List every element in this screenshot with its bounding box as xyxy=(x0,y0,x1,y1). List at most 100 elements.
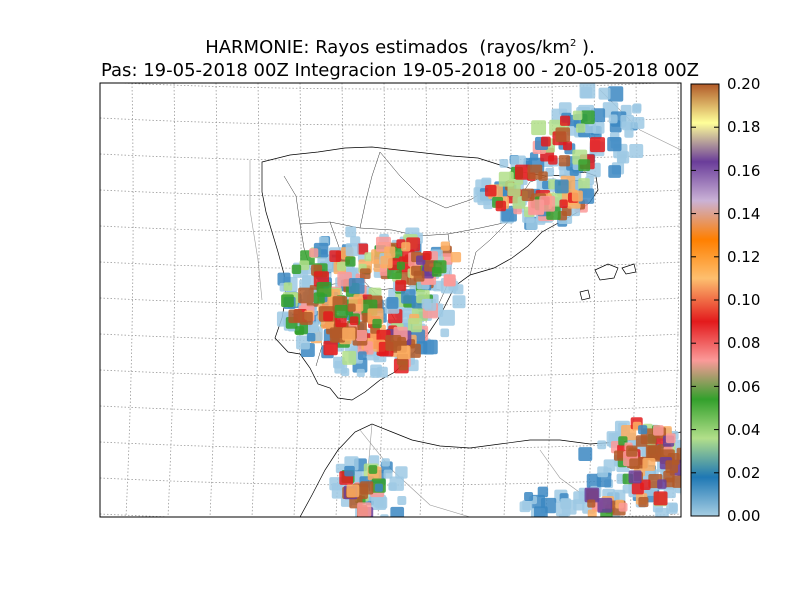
meridian-line xyxy=(209,83,218,517)
field-cell xyxy=(524,491,534,501)
field-cell xyxy=(640,479,651,490)
field-cell xyxy=(629,144,644,158)
field-cell xyxy=(376,366,388,378)
field-cell xyxy=(424,298,437,311)
field-cell xyxy=(369,455,380,466)
parallel-line xyxy=(100,369,681,378)
parallel-line xyxy=(100,189,681,198)
field-cell xyxy=(401,289,416,304)
field-cell xyxy=(443,274,456,286)
field-cell xyxy=(578,159,591,172)
field-cell xyxy=(573,499,585,511)
field-cell xyxy=(323,340,338,356)
field-cell xyxy=(555,127,571,142)
field-cell xyxy=(380,256,393,269)
meridian-line xyxy=(503,83,512,517)
field-cell xyxy=(560,498,571,509)
field-cell xyxy=(316,282,332,297)
parallel-line xyxy=(100,261,681,270)
field-cell xyxy=(288,309,303,324)
field-cell xyxy=(485,184,497,197)
field-cell xyxy=(665,433,676,444)
field-cell xyxy=(638,425,648,435)
title-text: HARMONIE: Rayos estimados (rayos/km xyxy=(205,37,570,58)
colorbar-label-2: 0.04 xyxy=(727,421,761,439)
parallel-line xyxy=(100,153,681,162)
meridian-line xyxy=(251,83,260,517)
field-cell xyxy=(653,425,664,436)
field-cell xyxy=(531,120,547,136)
field-cell xyxy=(584,487,600,503)
lightning-density-field xyxy=(276,83,681,517)
parallel-line xyxy=(100,117,681,126)
field-cell xyxy=(668,503,678,513)
field-cell xyxy=(578,178,590,190)
meridian-line xyxy=(461,83,470,517)
map-title-line-2: Pas: 19-05-2018 00Z Integracion 19-05-20… xyxy=(100,60,699,81)
colorbar-ticks xyxy=(691,83,719,517)
field-cell xyxy=(527,164,543,180)
field-cell xyxy=(438,309,455,326)
field-cell xyxy=(626,445,638,457)
field-cell xyxy=(281,294,294,308)
field-cell xyxy=(440,328,450,338)
field-cell xyxy=(329,250,342,262)
field-cell xyxy=(357,351,367,361)
field-cell xyxy=(380,514,389,517)
field-cell xyxy=(359,268,371,279)
field-cell xyxy=(514,164,531,180)
colorbar-label-6: 0.12 xyxy=(727,248,761,266)
field-cell xyxy=(337,271,352,287)
field-cell xyxy=(580,110,595,125)
field-cell xyxy=(296,335,310,350)
field-cell xyxy=(384,246,396,258)
field-cell xyxy=(540,136,551,147)
field-cell xyxy=(618,502,628,512)
field-cell xyxy=(612,489,626,503)
field-cell xyxy=(608,114,618,124)
field-cell xyxy=(584,121,596,134)
field-cell xyxy=(386,296,399,309)
colorbar-label-1: 0.02 xyxy=(727,464,761,482)
colorbar-label-5: 0.10 xyxy=(727,291,761,309)
field-cell xyxy=(453,284,464,295)
field-cell xyxy=(345,243,359,257)
field-cell xyxy=(407,318,423,333)
field-cell xyxy=(631,104,642,114)
field-cell xyxy=(381,458,390,467)
field-cell xyxy=(341,367,350,377)
field-cell xyxy=(298,287,314,304)
field-cell xyxy=(337,261,347,271)
field-cell xyxy=(291,264,302,275)
field-cell xyxy=(534,506,548,517)
parallel-line xyxy=(100,297,681,306)
field-cell xyxy=(342,327,356,341)
field-cell xyxy=(589,137,606,153)
field-cell xyxy=(329,477,343,491)
field-cell xyxy=(499,159,509,168)
field-cell xyxy=(655,507,669,517)
field-cell xyxy=(333,356,345,369)
field-cell xyxy=(558,155,571,167)
field-cell xyxy=(299,279,310,291)
field-cell xyxy=(334,304,348,319)
field-cell xyxy=(283,282,293,291)
meridian-line xyxy=(84,83,91,517)
field-cell xyxy=(498,171,514,187)
field-cell xyxy=(357,243,369,255)
field-cell xyxy=(396,261,405,270)
colorbar-label-4: 0.08 xyxy=(727,334,761,352)
field-cell xyxy=(395,280,407,292)
field-cell xyxy=(576,123,586,133)
field-cell xyxy=(349,316,359,326)
field-cell xyxy=(537,486,549,498)
colorbar-label-7: 0.14 xyxy=(727,205,761,223)
title-superscript: 2 xyxy=(569,38,577,49)
field-cell xyxy=(357,502,372,517)
field-cell xyxy=(624,128,634,138)
meridian-line xyxy=(545,83,554,517)
field-cell xyxy=(560,115,571,126)
parallel-line xyxy=(100,441,681,450)
field-cell xyxy=(413,270,425,282)
field-cell xyxy=(521,188,535,202)
